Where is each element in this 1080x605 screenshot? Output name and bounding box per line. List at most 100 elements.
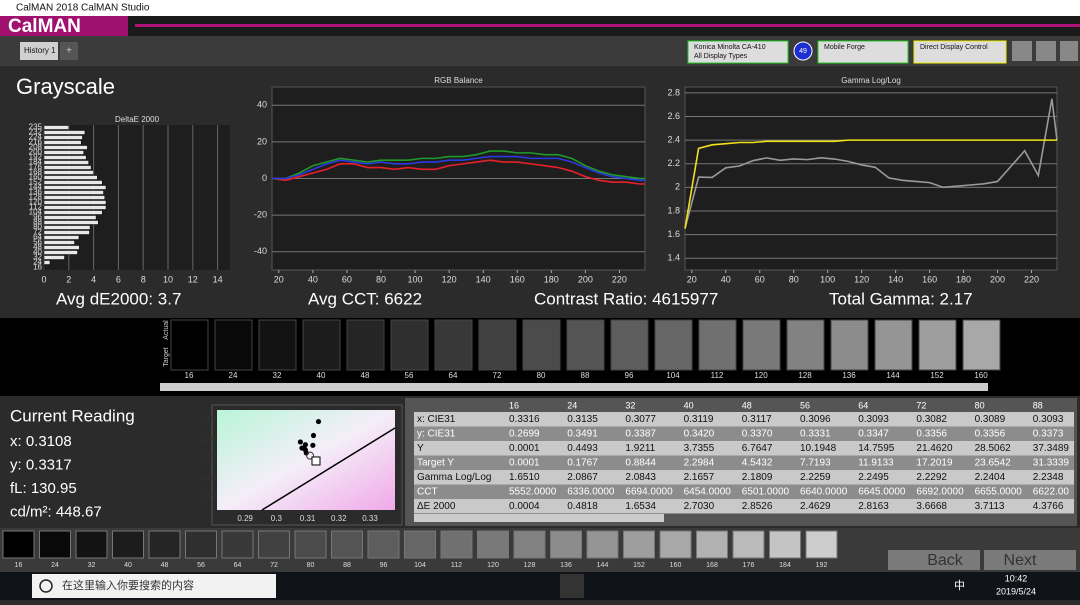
x-tick-label: 6 (116, 274, 121, 284)
swatch (259, 320, 296, 370)
table-cell: 0.4818 (567, 501, 598, 512)
strip-swatch[interactable] (259, 531, 290, 558)
strip-swatch[interactable] (733, 531, 764, 558)
strip-swatch[interactable] (222, 531, 253, 558)
calman-task[interactable] (560, 574, 584, 598)
strip-label: 104 (414, 562, 426, 569)
strip-label: 80 (307, 562, 315, 569)
table-cell: 2.2292 (916, 472, 947, 483)
strip-swatch[interactable] (660, 531, 691, 558)
strip-swatch[interactable] (806, 531, 837, 558)
settings-button[interactable] (1012, 41, 1032, 61)
x-tick-label: 160 (510, 274, 525, 284)
table-cell: 0.3356 (975, 428, 1006, 439)
table-cell: 14.7595 (858, 443, 895, 454)
table-cell: 11.9133 (858, 457, 894, 468)
x-tick-label: 4 (91, 274, 96, 284)
table-cell: 17.2019 (916, 457, 953, 468)
reading-line: cd/m²: 448.67 (10, 503, 102, 520)
table-cell: 0.3119 (684, 414, 714, 425)
strip-swatch[interactable] (770, 531, 801, 558)
y-tick-label: 0 (262, 173, 267, 183)
strip-swatch[interactable] (551, 531, 582, 558)
table-cell: 2.1809 (742, 472, 773, 483)
x-tick-label: 40 (721, 274, 731, 284)
x-tick-label: 60 (755, 274, 765, 284)
strip-swatch[interactable] (149, 531, 180, 558)
stat: Avg dE2000: 3.7 (56, 289, 181, 308)
strip-label: 128 (524, 562, 536, 569)
swatch (391, 320, 428, 370)
reading-title: Current Reading (10, 406, 135, 425)
swatch (171, 320, 208, 370)
strip-swatch[interactable] (186, 531, 217, 558)
y-tick-label: 1.4 (667, 253, 680, 263)
swatch (831, 320, 868, 370)
x-tick-label: 220 (612, 274, 627, 284)
swatch (611, 320, 648, 370)
table-cell: 0.4493 (567, 443, 598, 454)
window-title: CalMAN 2018 CalMAN Studio (16, 3, 150, 14)
strip-swatch[interactable] (587, 531, 618, 558)
table-cell: 0.3347 (858, 428, 889, 439)
stat: Total Gamma: 2.17 (829, 289, 973, 308)
swatch (699, 320, 736, 370)
swatch (963, 320, 1000, 370)
swatch-label: 112 (711, 371, 724, 380)
table-scrollbar[interactable] (414, 514, 664, 522)
strip-swatch[interactable] (3, 531, 34, 558)
table-cell: 37.3489 (1033, 443, 1070, 454)
strip-swatch[interactable] (40, 531, 71, 558)
x-tick-label: 200 (578, 274, 593, 284)
strip-label: 16 (15, 562, 23, 569)
point (311, 433, 316, 438)
point (310, 443, 315, 448)
swatch-label: 128 (798, 371, 812, 380)
table-cell: 7.7193 (800, 457, 831, 468)
strip-swatch[interactable] (697, 531, 728, 558)
strip-swatch[interactable] (113, 531, 144, 558)
strip-swatch[interactable] (441, 531, 472, 558)
bar (44, 126, 69, 130)
strip-swatch[interactable] (295, 531, 326, 558)
display-name: Direct Display Control (920, 44, 988, 51)
table-cell: 21.4620 (916, 443, 953, 454)
table-cell: 6501.0000 (742, 486, 790, 497)
strip-label: 96 (380, 562, 388, 569)
strip-swatch[interactable] (478, 531, 509, 558)
reading-line: y: 0.3317 (10, 456, 72, 473)
y-tick-label: 0.31 (199, 493, 215, 502)
row-label: Gamma Log/Log (417, 472, 492, 483)
target-label: Target (163, 347, 170, 367)
table-cell: 6454.0000 (684, 486, 732, 497)
table-cell: 0.3370 (742, 428, 773, 439)
swatch (215, 320, 252, 370)
bar (44, 216, 96, 220)
page-title: Grayscale (16, 74, 115, 99)
strip-swatch[interactable] (624, 531, 655, 558)
table-cell: 1.9211 (625, 443, 655, 454)
meter-name: Konica Minolta CA-410 (694, 44, 766, 51)
row-label: CCT (417, 486, 438, 497)
more-button[interactable] (1060, 41, 1078, 61)
table-cell: 2.0867 (567, 472, 598, 483)
title-bar (0, 0, 1080, 16)
x-tick-label: 20 (274, 274, 284, 284)
swatch-label: 80 (537, 371, 546, 380)
row-label: y: CIE31 (417, 428, 456, 439)
strip-swatch[interactable] (332, 531, 363, 558)
swatch-label: 56 (405, 371, 414, 380)
swatch-label: 40 (317, 371, 326, 380)
scrollbar[interactable] (160, 383, 988, 391)
help-button[interactable] (1036, 41, 1056, 61)
strip-swatch[interactable] (514, 531, 545, 558)
strip-swatch[interactable] (405, 531, 436, 558)
strip-swatch[interactable] (368, 531, 399, 558)
table-cell: 0.3135 (567, 414, 598, 425)
column-header: 24 (567, 400, 577, 410)
y-tick-label: 2.4 (667, 135, 680, 145)
x-tick-label: 0.32 (331, 514, 347, 523)
accent-line (135, 24, 1080, 27)
table-cell: 6336.0000 (567, 486, 615, 497)
strip-swatch[interactable] (76, 531, 107, 558)
